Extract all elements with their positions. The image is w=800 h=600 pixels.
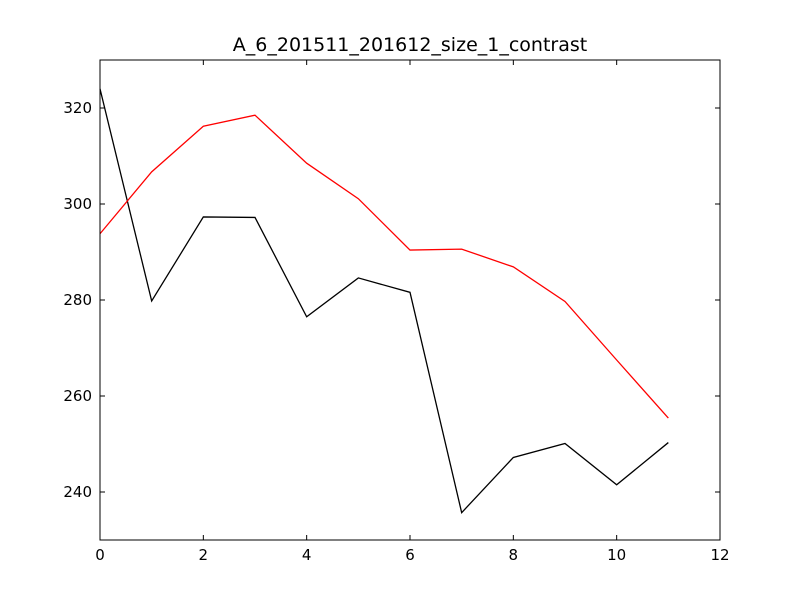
x-tick-label: 8 — [509, 546, 519, 564]
y-tick-label: 260 — [63, 387, 92, 405]
y-tick-label: 300 — [63, 195, 92, 213]
y-tick-label: 240 — [63, 483, 92, 501]
x-tick-label: 0 — [95, 546, 105, 564]
x-tick-label: 10 — [607, 546, 626, 564]
y-tick-label: 280 — [63, 291, 92, 309]
series-layer — [99, 88, 669, 514]
x-tick-label: 12 — [710, 546, 729, 564]
ticks-layer — [99, 60, 721, 540]
plot-frame — [99, 59, 721, 541]
x-tick-label: 2 — [199, 546, 209, 564]
x-tick-label: 4 — [302, 546, 312, 564]
tick-labels-layer: 0 2 4 6 8 10 12 240 260 280 300 320 — [63, 99, 729, 564]
series-line-2 — [99, 114, 669, 419]
y-tick-label: 320 — [63, 99, 92, 117]
series-line-1 — [99, 88, 669, 514]
chart-title: A_6_201511_201612_size_1_contrast — [232, 34, 588, 56]
x-tick-label: 6 — [405, 546, 415, 564]
